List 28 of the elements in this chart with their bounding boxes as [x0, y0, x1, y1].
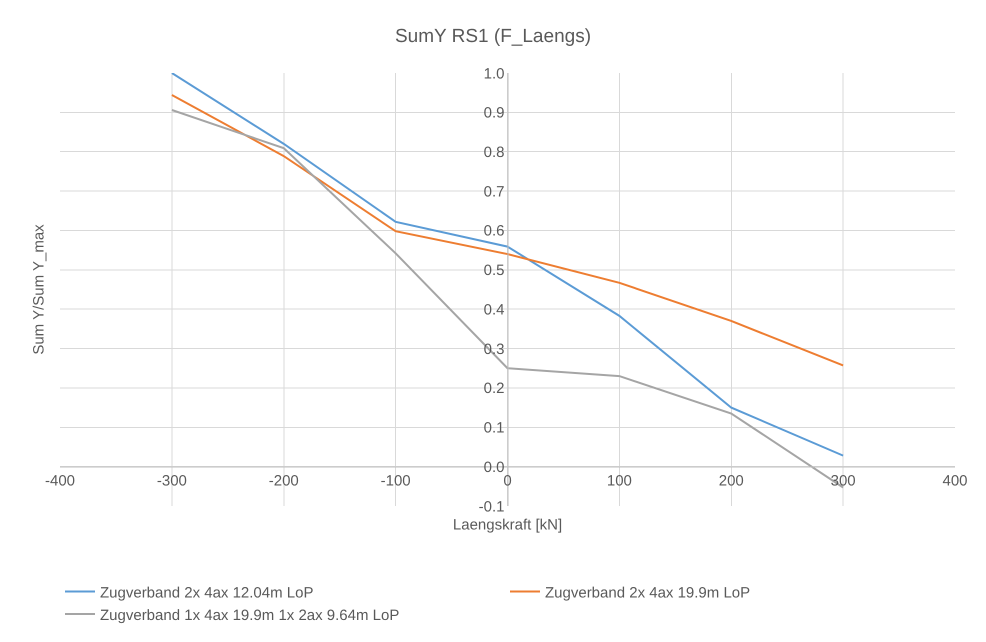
chart-title: SumY RS1 (F_Laengs) — [394, 26, 592, 48]
y-tick-label: -0.1 — [478, 498, 504, 516]
y-tick-label: 0.8 — [484, 144, 504, 161]
y-tick-label: 0.3 — [484, 340, 504, 358]
y-tick-label: 0.6 — [484, 222, 504, 240]
legend-label: Zugverband 2x 4ax 19.9m LoP — [545, 584, 750, 602]
x-tick-label: 100 — [606, 472, 632, 490]
y-tick-label: 0.4 — [484, 301, 504, 318]
y-tick-label: 0.7 — [484, 183, 504, 200]
x-tick-label: 400 — [942, 472, 968, 490]
y-tick-label: 0.9 — [484, 104, 504, 122]
x-tick-label: -200 — [268, 472, 299, 490]
y-tick-label: 0.1 — [484, 420, 504, 437]
x-tick-label: 200 — [718, 472, 744, 490]
y-tick-label: 0.2 — [484, 380, 504, 398]
y-axis-title: Sum Y/Sum Y_max — [30, 224, 48, 355]
y-tick-label: 0.0 — [484, 458, 504, 476]
x-tick-label: -400 — [44, 472, 76, 490]
line-series — [170, 94, 844, 366]
y-tick-label: 1.0 — [484, 65, 504, 82]
x-axis-title: Laengskraft [kN] — [452, 516, 562, 534]
legend-label: Zugverband 2x 4ax 12.04m LoP — [100, 584, 314, 602]
legend-label: Zugverband 1x 4ax 19.9m 1x 2ax 9.64m LoP — [100, 606, 400, 624]
x-tick-label: -100 — [380, 472, 411, 490]
x-tick-label: -300 — [156, 472, 187, 490]
x-tick-label: 0 — [503, 472, 512, 490]
x-tick-label: 300 — [830, 472, 856, 490]
y-tick-label: 0.5 — [484, 262, 504, 280]
